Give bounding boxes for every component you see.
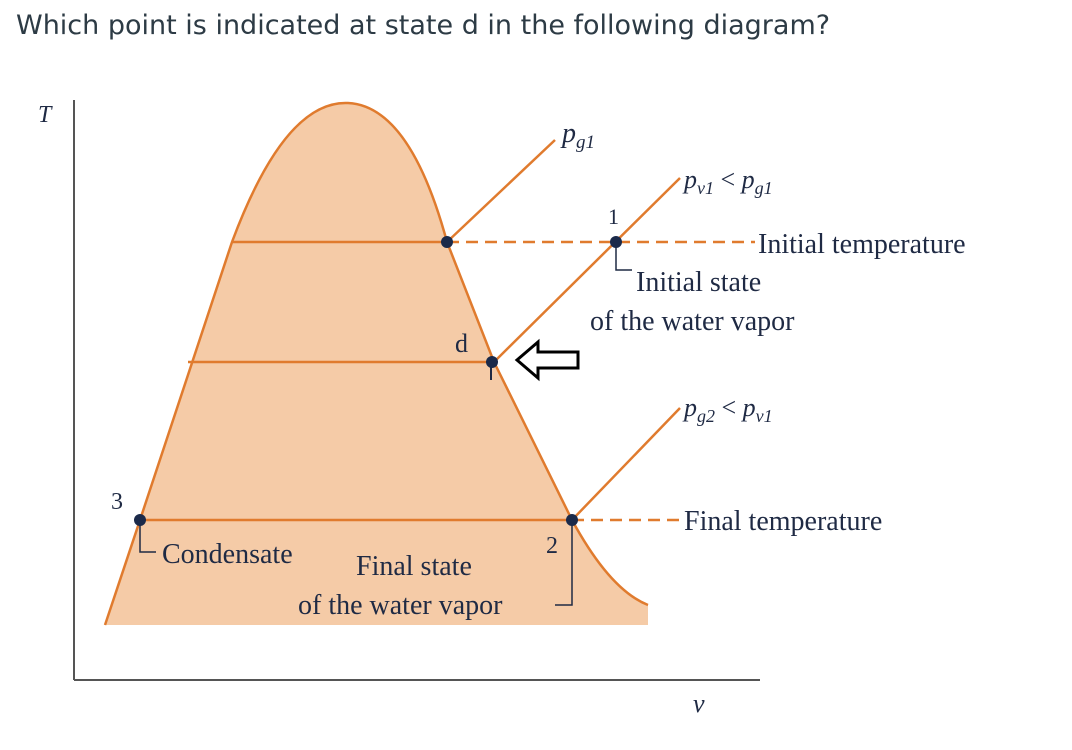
isobar-pg1 (446, 139, 556, 243)
initial-temperature-label: Initial temperature (758, 229, 966, 260)
state-2-point (566, 514, 578, 526)
saturated-vapor-point-initial (441, 236, 453, 248)
two-phase-region (105, 102, 648, 625)
pg1-label: pg1 (560, 118, 595, 153)
state-1-point (610, 236, 622, 248)
state-2-label: 2 (546, 533, 558, 559)
state-1-label: 1 (608, 204, 619, 229)
final-state-leader (555, 522, 573, 606)
state-d-point (486, 356, 498, 368)
left-arrow-icon (514, 338, 580, 382)
final-state-label-line2: of the water vapor (298, 590, 503, 621)
condensate-leader (139, 522, 156, 553)
pv1-pg1-label: pv1 < pg1 (682, 165, 773, 198)
question-text: Which point is indicated at state d in t… (16, 10, 831, 41)
isobar-pv1 (493, 177, 681, 363)
state-d-label: d (455, 329, 468, 358)
final-temperature-label: Final temperature (684, 506, 882, 537)
pg2-pv1-label: pg2 < pv1 (682, 393, 773, 426)
saturation-curve (103, 101, 649, 626)
initial-state-label-line1: Initial state (636, 267, 761, 298)
initial-state-leader (615, 244, 632, 271)
state-3-point (134, 514, 146, 526)
y-axis-label: T (38, 102, 53, 128)
initial-state-label-line2: of the water vapor (590, 306, 795, 337)
condensate-label: Condensate (162, 539, 293, 570)
state-3-label: 3 (111, 489, 123, 515)
final-state-label-line1: Final state (356, 551, 472, 582)
x-axis-label: v (693, 689, 705, 718)
isobar-pg2 (571, 407, 681, 521)
